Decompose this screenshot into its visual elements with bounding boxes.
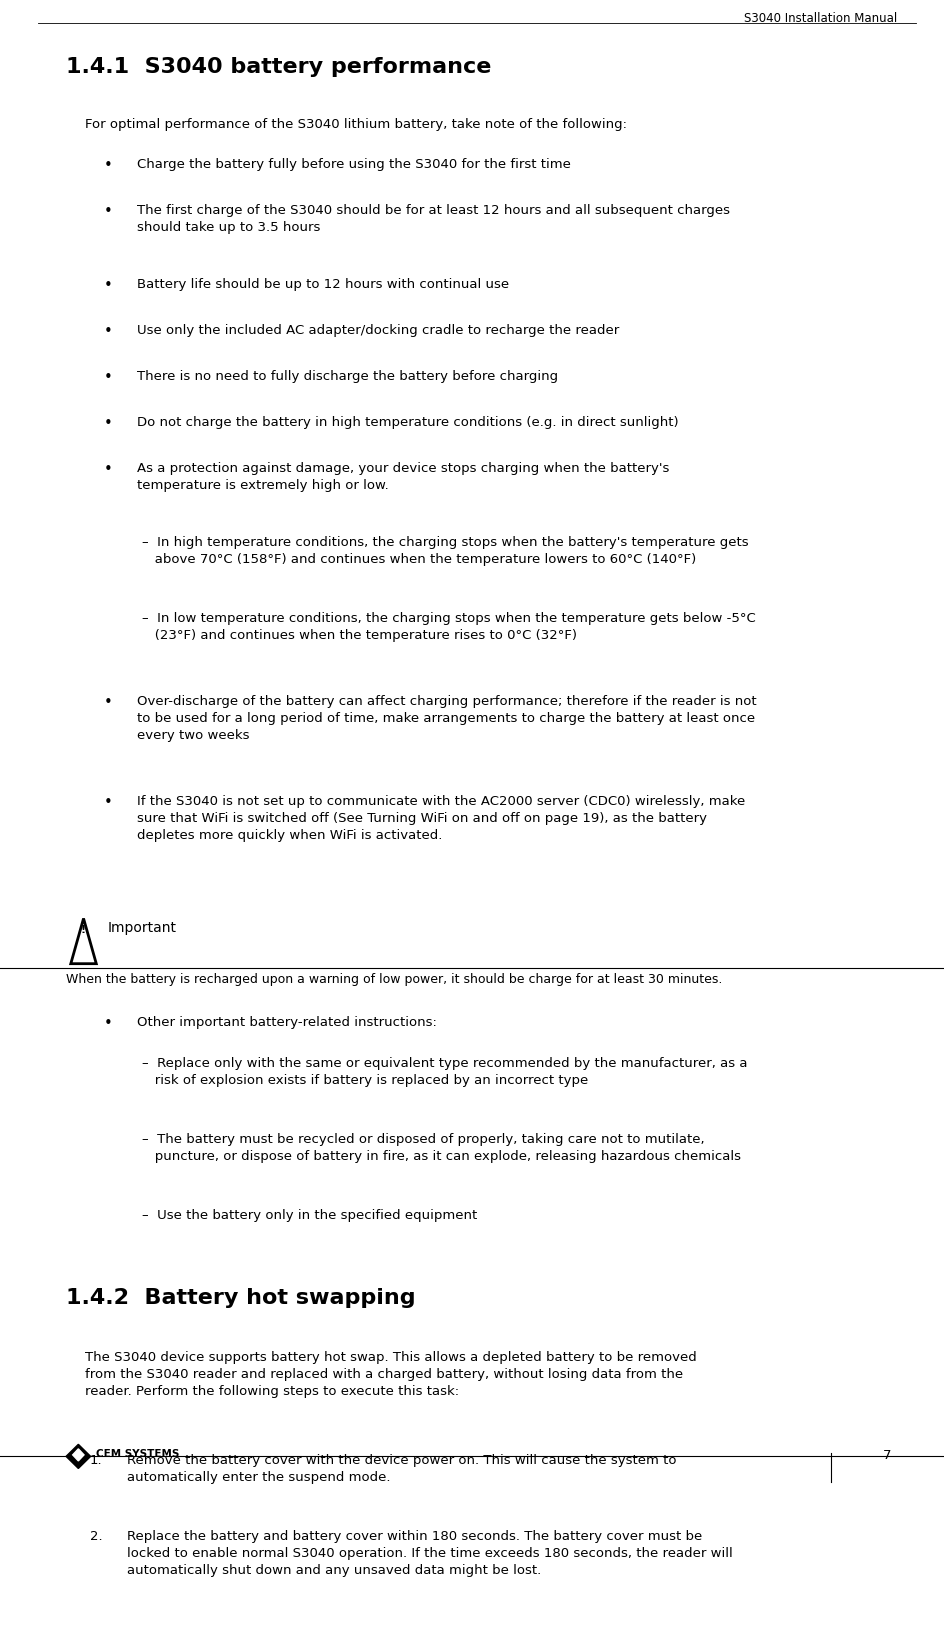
- Text: Over-discharge of the battery can affect charging performance; therefore if the : Over-discharge of the battery can affect…: [137, 696, 756, 743]
- Text: 2.: 2.: [90, 1531, 102, 1544]
- Text: As a protection against damage, your device stops charging when the battery's
te: As a protection against damage, your dev…: [137, 461, 669, 492]
- Text: •: •: [104, 158, 112, 174]
- Text: •: •: [104, 795, 112, 811]
- Text: CEM SYSTEMS: CEM SYSTEMS: [96, 1450, 179, 1459]
- Text: Other important battery-related instructions:: Other important battery-related instruct…: [137, 1016, 437, 1029]
- Text: Battery life should be up to 12 hours with continual use: Battery life should be up to 12 hours wi…: [137, 278, 509, 291]
- Text: 1.4.1  S3040 battery performance: 1.4.1 S3040 battery performance: [66, 57, 492, 78]
- Text: •: •: [104, 278, 112, 292]
- Polygon shape: [66, 1445, 91, 1469]
- Text: •: •: [104, 323, 112, 340]
- Text: •: •: [104, 1016, 112, 1032]
- Text: –  Use the battery only in the specified equipment: – Use the battery only in the specified …: [142, 1209, 477, 1222]
- Text: •: •: [104, 370, 112, 385]
- Text: !: !: [80, 925, 86, 936]
- Text: –  In low temperature conditions, the charging stops when the temperature gets b: – In low temperature conditions, the cha…: [142, 611, 755, 642]
- Text: For optimal performance of the S3040 lithium battery, take note of the following: For optimal performance of the S3040 lit…: [85, 117, 627, 130]
- Text: The first charge of the S3040 should be for at least 12 hours and all subsequent: The first charge of the S3040 should be …: [137, 205, 730, 234]
- Polygon shape: [73, 1450, 84, 1461]
- Text: –  The battery must be recycled or disposed of properly, taking care not to muti: – The battery must be recycled or dispos…: [142, 1133, 741, 1164]
- Text: S3040 Installation Manual: S3040 Installation Manual: [744, 11, 897, 24]
- Text: •: •: [104, 461, 112, 478]
- Text: If the S3040 is not set up to communicate with the AC2000 server (CDC0) wireless: If the S3040 is not set up to communicat…: [137, 795, 745, 842]
- Text: Use only the included AC adapter/docking cradle to recharge the reader: Use only the included AC adapter/docking…: [137, 323, 619, 336]
- Text: Important: Important: [108, 921, 177, 934]
- Text: Charge the battery fully before using the S3040 for the first time: Charge the battery fully before using th…: [137, 158, 571, 171]
- Text: –  Replace only with the same or equivalent type recommended by the manufacturer: – Replace only with the same or equivale…: [142, 1056, 747, 1087]
- Text: 1.: 1.: [90, 1454, 102, 1467]
- Text: •: •: [104, 416, 112, 431]
- Text: Do not charge the battery in high temperature conditions (e.g. in direct sunligh: Do not charge the battery in high temper…: [137, 416, 679, 429]
- Text: Remove the battery cover with the device power on. This will cause the system to: Remove the battery cover with the device…: [127, 1454, 677, 1484]
- Text: 7: 7: [883, 1450, 892, 1462]
- Text: •: •: [104, 205, 112, 219]
- Text: There is no need to fully discharge the battery before charging: There is no need to fully discharge the …: [137, 370, 558, 383]
- Text: When the battery is recharged upon a warning of low power, it should be charge f: When the battery is recharged upon a war…: [66, 973, 722, 986]
- Text: •: •: [104, 696, 112, 710]
- Text: Replace the battery and battery cover within 180 seconds. The battery cover must: Replace the battery and battery cover wi…: [127, 1531, 733, 1578]
- Text: –  In high temperature conditions, the charging stops when the battery's tempera: – In high temperature conditions, the ch…: [142, 536, 749, 565]
- Text: The S3040 device supports battery hot swap. This allows a depleted battery to be: The S3040 device supports battery hot sw…: [85, 1350, 697, 1398]
- Text: 1.4.2  Battery hot swapping: 1.4.2 Battery hot swapping: [66, 1289, 415, 1308]
